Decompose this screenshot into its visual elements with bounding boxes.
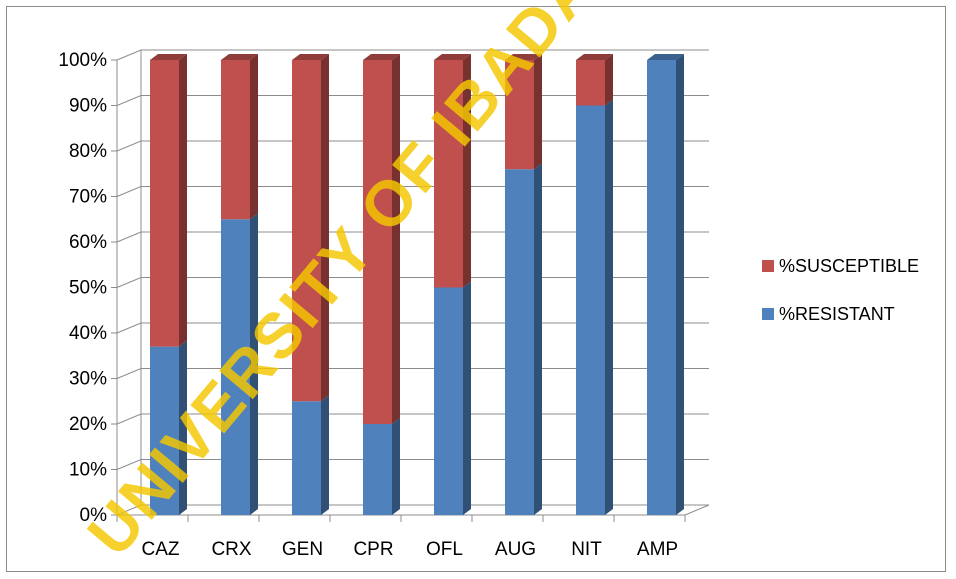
gridline: [116, 186, 709, 197]
bar-side: [534, 54, 542, 170]
bar-side: [463, 54, 471, 288]
bar-side: [179, 54, 187, 347]
y-axis-ticks: 0% 10% 20% 30% 40% 50% 60% 70% 80% 90% 100%: [58, 50, 107, 526]
bar-top: [576, 54, 613, 60]
bar-side: [605, 99, 613, 515]
y-tick-label: 70%: [69, 187, 107, 208]
bar-susceptible-nit: [576, 60, 605, 106]
bar-resistant-gen: [292, 401, 321, 515]
y-tick-label: 100%: [58, 50, 107, 71]
bar-susceptible-gen: [292, 60, 321, 402]
bar-susceptible-ofl: [434, 60, 463, 288]
legend-swatch: [762, 260, 774, 272]
y-tick-label: 90%: [69, 96, 107, 117]
bar-top: [292, 54, 329, 60]
bar-top: [434, 54, 471, 60]
bar-top: [221, 54, 258, 60]
bar-susceptible-caz: [150, 60, 179, 347]
bar-side: [392, 418, 400, 515]
y-tick-label: 80%: [69, 141, 107, 162]
y-tick-label: 0%: [80, 505, 108, 526]
bar-resistant-aug: [505, 169, 534, 515]
y-tick-label: 30%: [69, 369, 107, 390]
gridline: [116, 368, 709, 379]
bar-resistant-crx: [221, 219, 250, 515]
legend-swatch: [762, 308, 774, 320]
y-tick-label: 50%: [69, 278, 107, 299]
legend-label: %SUSCEPTIBLE: [779, 256, 919, 276]
x-tick-label: AMP: [637, 539, 678, 560]
bar-side: [534, 163, 542, 515]
x-axis-ticks: CAZ CRX GEN CPR OFL AUG NIT AMP: [142, 539, 679, 560]
bar-susceptible-crx: [221, 60, 250, 220]
gridline: [116, 413, 709, 425]
y-tick-label: 60%: [69, 232, 107, 253]
gridlines: [111, 49, 709, 522]
x-tick-label: AUG: [495, 539, 536, 560]
bar-stack-ofl: [434, 54, 471, 515]
legend-label: %RESISTANT: [779, 304, 895, 324]
gridline: [116, 95, 709, 106]
bar-resistant-ofl: [434, 287, 463, 515]
gridline: [116, 322, 709, 334]
y-tick-label: 10%: [69, 460, 107, 481]
bar-side: [179, 340, 187, 515]
bar-side: [463, 281, 471, 515]
bar-stack-crx: [221, 54, 258, 515]
x-tick-label: NIT: [571, 539, 602, 560]
bar-side: [392, 54, 400, 424]
bar-stack-aug: [505, 54, 542, 515]
bar-top: [647, 54, 684, 60]
bar-susceptible-cpr: [363, 60, 392, 424]
bar-resistant-caz: [150, 346, 179, 515]
legend: %SUSCEPTIBLE %RESISTANT: [762, 256, 919, 324]
gridline: [116, 140, 709, 152]
bar-top: [505, 54, 542, 60]
bar-resistant-cpr: [363, 424, 392, 515]
bar-stack-gen: [292, 54, 329, 515]
bar-stack-amp: [647, 54, 684, 515]
bar-susceptible-aug: [505, 60, 534, 170]
x-tick-label: OFL: [426, 539, 463, 560]
bar-side: [250, 54, 258, 220]
bar-side: [321, 54, 329, 402]
bar-side: [676, 54, 684, 515]
bar-top: [150, 54, 187, 60]
bars: [150, 54, 684, 515]
y-tick-label: 20%: [69, 414, 107, 435]
bar-stack-caz: [150, 54, 187, 515]
gridline: [116, 231, 709, 243]
bar-stack-cpr: [363, 54, 400, 515]
gridline: [116, 49, 709, 61]
chart-walls: [116, 50, 710, 516]
floor-edge: [684, 504, 710, 516]
bar-side: [321, 395, 329, 515]
x-tick-label: CPR: [353, 539, 393, 560]
gridline: [116, 459, 709, 470]
x-tick-label: CRX: [211, 539, 251, 560]
gridline: [116, 504, 709, 516]
bar-side: [605, 54, 613, 106]
bar-top: [363, 54, 400, 60]
x-tick-label: GEN: [282, 539, 323, 560]
bar-resistant-nit: [576, 105, 605, 515]
bar-resistant-amp: [647, 60, 676, 515]
bar-stack-nit: [576, 54, 613, 515]
gridline: [116, 277, 709, 288]
x-tick-label: CAZ: [142, 539, 180, 560]
bar-side: [250, 213, 258, 515]
y-tick-label: 40%: [69, 323, 107, 344]
